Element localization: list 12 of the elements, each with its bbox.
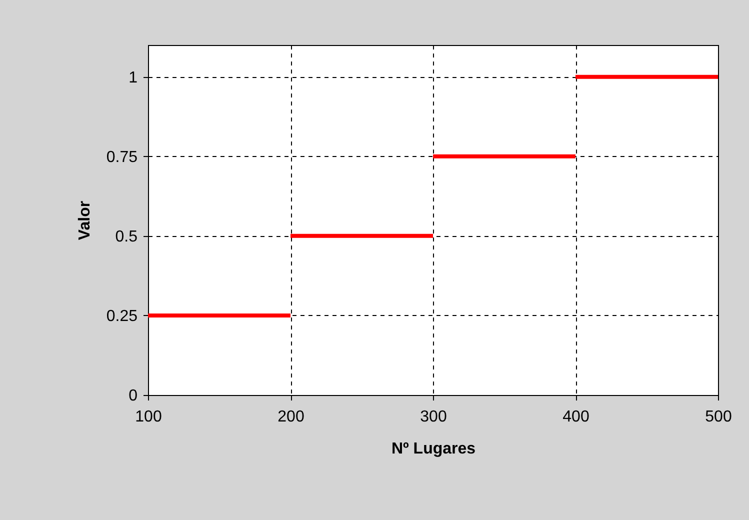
y-tick-label: 0.25 — [106, 308, 138, 325]
y-axis-title: Valor — [76, 200, 94, 240]
y-tick-label: 0 — [128, 388, 138, 404]
x-tick-label: 300 — [420, 408, 447, 426]
y-tick-label: 0.75 — [106, 148, 138, 166]
x-tick-label: 200 — [278, 408, 304, 426]
y-tick-label: 1 — [128, 69, 138, 86]
x-tick-label: 100 — [135, 408, 162, 426]
x-tick-label: 500 — [705, 408, 732, 426]
x-tick-label: 400 — [562, 408, 590, 426]
x-axis-title: Nº Lugares — [391, 440, 476, 458]
y-tick-label: 0.5 — [115, 228, 138, 246]
